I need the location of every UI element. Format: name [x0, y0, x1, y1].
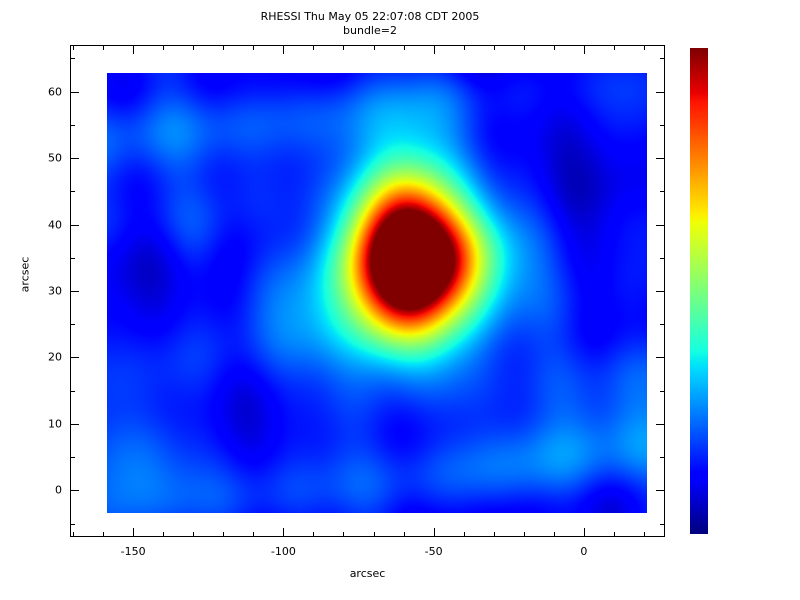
x-tick-top [613, 45, 615, 50]
y-tick-left [70, 357, 79, 359]
x-tick-top [643, 45, 645, 50]
y-tick-label: 10 [48, 417, 62, 431]
y-tick-right [656, 224, 665, 226]
x-tick-top [223, 45, 225, 50]
y-tick-right [656, 490, 665, 492]
x-tick-bottom [133, 528, 135, 537]
x-tick-bottom [613, 532, 615, 537]
y-tick-left [70, 390, 75, 392]
x-tick-top [193, 45, 195, 50]
x-tick-top [433, 45, 435, 54]
plot-frame [70, 45, 665, 537]
x-tick-top [523, 45, 525, 50]
x-tick-label: -150 [120, 545, 146, 558]
x-tick-top [403, 45, 405, 50]
y-tick-label: 30 [48, 284, 62, 298]
x-tick-bottom [163, 532, 165, 537]
x-tick-bottom [403, 532, 405, 537]
x-tick-top [313, 45, 315, 50]
y-tick-right [656, 158, 665, 160]
x-tick-top [163, 45, 165, 50]
x-tick-label: -100 [270, 545, 296, 558]
y-tick-left [70, 490, 79, 492]
x-tick-top [373, 45, 375, 50]
x-tick-top [73, 45, 74, 50]
y-tick-right [660, 58, 665, 60]
x-tick-top [283, 45, 285, 54]
y-tick-left [70, 191, 75, 193]
y-tick-left [70, 457, 75, 459]
y-tick-right [656, 291, 665, 292]
y-tick-right [656, 91, 665, 93]
heatmap-image [107, 73, 647, 513]
y-tick-right [656, 423, 665, 425]
x-tick-top [133, 45, 135, 54]
y-tick-right [660, 124, 665, 126]
x-axis-title: arcsec [349, 567, 386, 580]
y-tick-right [660, 257, 665, 259]
y-tick-label: 60 [48, 85, 62, 99]
x-tick-bottom [103, 532, 105, 537]
x-tick-bottom [73, 532, 74, 537]
chart-title-block: RHESSI Thu May 05 22:07:08 CDT 2005 bund… [0, 10, 740, 38]
x-tick-bottom [223, 532, 225, 537]
x-tick-bottom [343, 532, 345, 537]
x-tick-bottom [463, 532, 465, 537]
colorbar [690, 48, 708, 534]
y-tick-label: 40 [48, 218, 62, 231]
y-tick-label: 0 [55, 483, 62, 497]
x-tick-top [253, 45, 255, 50]
y-tick-left [70, 91, 79, 93]
x-tick-bottom [283, 528, 285, 537]
chart-subtitle: bundle=2 [343, 24, 397, 37]
x-tick-top [493, 45, 495, 50]
x-tick-bottom [643, 532, 645, 537]
y-tick-left [70, 58, 75, 60]
y-tick-right [660, 324, 665, 326]
x-tick-bottom [433, 528, 435, 537]
y-axis-title: arcsec [18, 256, 32, 293]
y-tick-right [656, 357, 665, 359]
x-tick-bottom [553, 532, 555, 537]
y-tick-left [70, 423, 79, 425]
x-tick-bottom [493, 532, 495, 537]
y-tick-left [70, 324, 75, 326]
x-tick-bottom [583, 528, 585, 537]
y-tick-left [70, 257, 75, 259]
y-tick-label: 50 [48, 151, 62, 165]
y-tick-right [660, 523, 665, 525]
x-tick-bottom [193, 532, 195, 537]
x-tick-top [463, 45, 465, 50]
y-tick-left [70, 523, 75, 525]
y-tick-left [70, 224, 79, 226]
y-tick-left [70, 124, 75, 126]
x-tick-top [103, 45, 105, 50]
x-tick-top [343, 45, 345, 50]
x-tick-bottom [523, 532, 525, 537]
x-tick-label: -50 [424, 545, 443, 558]
x-tick-bottom [253, 532, 255, 537]
y-tick-right [660, 390, 665, 392]
x-tick-bottom [313, 532, 315, 537]
x-tick-label: 0 [580, 545, 588, 558]
colorbar-gradient [690, 48, 708, 534]
y-tick-right [660, 457, 665, 459]
chart-title: RHESSI Thu May 05 22:07:08 CDT 2005 [260, 10, 480, 23]
y-tick-left [70, 158, 79, 160]
x-tick-top [553, 45, 555, 50]
x-tick-bottom [373, 532, 375, 537]
y-tick-label: 20 [48, 350, 62, 364]
y-tick-right [660, 191, 665, 193]
x-tick-top [583, 45, 585, 54]
y-tick-left [70, 291, 79, 292]
